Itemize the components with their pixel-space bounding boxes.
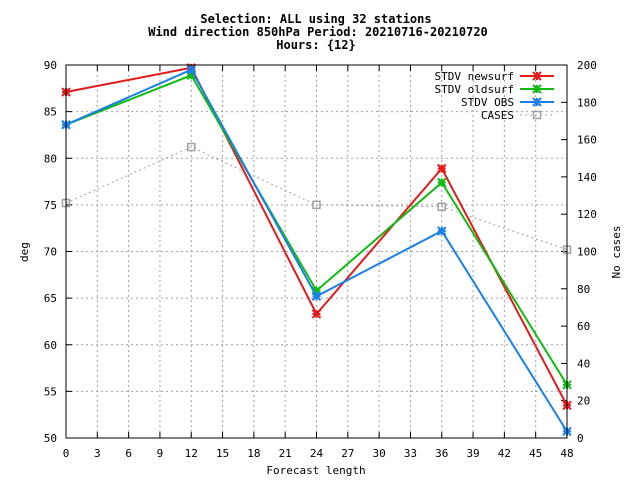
x-tick-label: 9 bbox=[157, 447, 164, 460]
legend-item-cases: CASES bbox=[481, 109, 554, 122]
legend-marker bbox=[532, 110, 542, 120]
x-tick-label: 33 bbox=[404, 447, 417, 460]
y2-tick-label: 60 bbox=[577, 320, 590, 333]
legend-label: STDV newsurf bbox=[435, 70, 514, 83]
data-point-stdv-obs bbox=[311, 291, 322, 301]
chart-title-line-2: Wind direction 850hPa Period: 20210716-2… bbox=[148, 25, 488, 39]
y-tick-label: 85 bbox=[44, 106, 57, 119]
y-tick-label: 80 bbox=[44, 152, 57, 165]
x-tick-label: 30 bbox=[373, 447, 386, 460]
chart-title-line-1: Selection: ALL using 32 stations bbox=[200, 12, 431, 26]
y-tick-label: 60 bbox=[44, 339, 57, 352]
y-tick-label: 65 bbox=[44, 292, 57, 305]
y2-tick-label: 100 bbox=[577, 246, 597, 259]
y2-tick-label: 200 bbox=[577, 59, 597, 72]
y2-tick-label: 0 bbox=[577, 432, 584, 445]
legend-marker bbox=[532, 71, 542, 81]
x-tick-label: 39 bbox=[466, 447, 479, 460]
data-point-cases bbox=[187, 142, 196, 152]
data-point-cases bbox=[312, 200, 321, 210]
x-tick-label: 0 bbox=[63, 447, 70, 460]
legend-label: STDV oldsurf bbox=[435, 83, 514, 96]
legend-item-stdv-obs: STDV OBS bbox=[461, 96, 554, 109]
x-tick-label: 45 bbox=[529, 447, 542, 460]
data-point-stdv-newsurf bbox=[311, 309, 322, 319]
y2-tick-label: 20 bbox=[577, 395, 590, 408]
legend-label: STDV OBS bbox=[461, 96, 514, 109]
y-tick-label: 55 bbox=[44, 385, 57, 398]
x-tick-label: 36 bbox=[435, 447, 448, 460]
data-point-stdv-oldsurf bbox=[437, 177, 447, 188]
legend-item-stdv-newsurf: STDV newsurf bbox=[435, 70, 554, 83]
y-tick-label: 75 bbox=[44, 199, 57, 212]
x-tick-label: 42 bbox=[498, 447, 511, 460]
x-tick-label: 3 bbox=[94, 447, 101, 460]
y2-tick-label: 180 bbox=[577, 96, 597, 109]
x-axis-label: Forecast length bbox=[266, 464, 365, 477]
data-point-stdv-obs bbox=[186, 64, 196, 75]
x-tick-label: 21 bbox=[279, 447, 292, 460]
legend-item-stdv-oldsurf: STDV oldsurf bbox=[435, 83, 554, 96]
x-tick-label: 6 bbox=[125, 447, 132, 460]
plot-frame bbox=[65, 64, 568, 439]
x-tick-label: 24 bbox=[310, 447, 324, 460]
x-tick-label: 18 bbox=[247, 447, 260, 460]
grid-lines bbox=[66, 65, 567, 438]
legend-marker bbox=[532, 84, 542, 94]
series-line-cases bbox=[65, 146, 568, 251]
legend-label: CASES bbox=[481, 109, 514, 122]
y2-tick-label: 140 bbox=[577, 171, 597, 184]
chart-title-line-3: Hours: {12} bbox=[276, 38, 355, 52]
x-tick-label: 48 bbox=[560, 447, 573, 460]
y2-tick-label: 40 bbox=[577, 357, 590, 370]
y-tick-label: 90 bbox=[44, 59, 57, 72]
x-tick-label: 12 bbox=[185, 447, 198, 460]
x-tick-label: 15 bbox=[216, 447, 229, 460]
y-axis-label: deg bbox=[18, 242, 31, 262]
y2-tick-label: 120 bbox=[577, 208, 597, 221]
legend-marker bbox=[532, 97, 542, 107]
y2-tick-label: 80 bbox=[577, 283, 590, 296]
y-tick-label: 70 bbox=[44, 246, 57, 259]
data-point-stdv-newsurf bbox=[437, 163, 447, 174]
data-point-stdv-obs bbox=[437, 226, 447, 236]
tick-labels: 0 3 6 9 12 15 18 21 24 27 30 33 36 39 42 45 485055606570… bbox=[44, 59, 597, 460]
data-point-cases bbox=[437, 202, 446, 211]
y2-tick-label: 160 bbox=[577, 134, 597, 147]
x-tick-label: 27 bbox=[341, 447, 354, 460]
y-tick-label: 50 bbox=[44, 432, 57, 445]
y2-axis-label: No cases bbox=[610, 226, 623, 279]
